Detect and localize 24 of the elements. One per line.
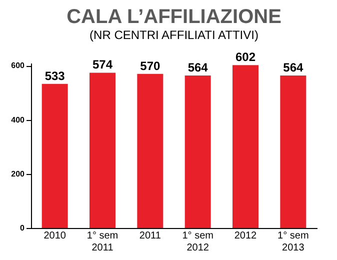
x-tick-label: 1° sem 2012 (182, 230, 214, 254)
data-label: 574 (92, 58, 113, 72)
chart-title: CALA L’AFFILIAZIONE (66, 6, 282, 28)
bar (280, 75, 306, 228)
data-label: 602 (235, 50, 256, 64)
x-tick-label: 1° sem 2011 (86, 230, 118, 254)
bar (137, 74, 164, 228)
x-tick-label: 2010 (44, 230, 66, 242)
x-tick-label: 2011 (139, 230, 162, 242)
data-label: 570 (140, 58, 160, 73)
x-tick-label: 1° sem 2013 (278, 230, 309, 254)
data-label: 564 (188, 60, 208, 74)
data-label: 533 (44, 68, 66, 83)
y-tick-label: 200 (11, 169, 26, 178)
data-label: 564 (283, 60, 304, 74)
y-tick-label: 600 (11, 61, 26, 70)
bar (184, 75, 211, 228)
bar (232, 65, 258, 228)
chart-subtitle: (NR CENTRI AFFILIATI ATTIVI) (90, 28, 258, 42)
bar (90, 72, 116, 228)
y-tick-label: 400 (11, 115, 26, 124)
x-tick-label: 2012 (234, 230, 258, 242)
bar (42, 84, 68, 228)
y-tick-label: 0 (20, 224, 26, 232)
